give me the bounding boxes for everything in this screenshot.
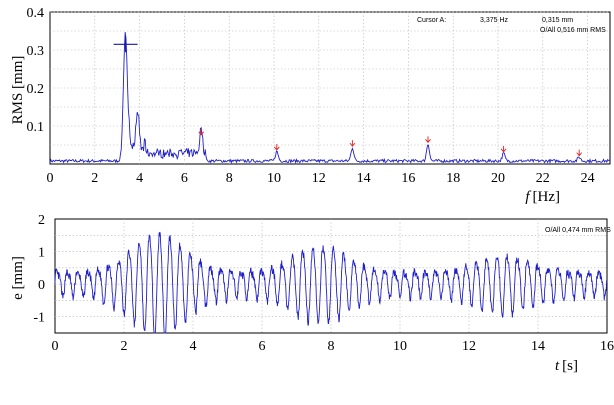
time-trace-group [54, 231, 608, 334]
spectrum-x-tick: 14 [357, 171, 371, 186]
cursor-freq: 3,375 Hz [480, 17, 509, 24]
harmonic-marker [349, 140, 356, 147]
time-y-ticks: -1 0 1 2 [33, 213, 45, 326]
time-x-tick: 6 [259, 339, 266, 354]
spectrum-grid [50, 11, 610, 164]
spectrum-y-tick: 0.3 [27, 44, 45, 59]
time-x-label: t [s] [555, 358, 578, 374]
spectrum-x-label: f [Hz] [525, 189, 560, 205]
spectrum-x-tick: 6 [181, 171, 188, 186]
spectrum-x-tick: 8 [226, 171, 233, 186]
harmonic-marker [576, 149, 583, 157]
cursor-a-marker [113, 36, 138, 53]
spectrum-x-tick: 20 [491, 171, 505, 186]
time-x-tick: 8 [328, 339, 335, 354]
spectrum-y-tick: 0.4 [27, 6, 45, 21]
time-x-tick: 14 [531, 339, 545, 354]
spectrum-y-tick: 0.1 [27, 120, 45, 135]
time-y-tick: 2 [38, 213, 45, 228]
time-x-tick: 16 [600, 339, 614, 354]
harmonic-marker [198, 128, 205, 136]
spectrum-chart: 0 2 4 6 8 10 12 14 16 18 20 22 24 0.10.20.30.4 Curso… [10, 6, 611, 205]
spectrum-x-tick: 4 [136, 171, 143, 186]
harmonic-markers [198, 128, 583, 157]
spectrum-x-label-unit: [Hz] [533, 189, 560, 205]
spectrum-x-label-var: f [525, 189, 531, 205]
time-x-tick: 4 [190, 339, 197, 354]
spectrum-y-tick: 0.2 [27, 82, 45, 97]
time-y-tick: -1 [33, 311, 45, 326]
time-y-label: e [mm] [10, 256, 26, 300]
harmonic-marker [273, 143, 280, 151]
time-x-ticks: 0 2 4 6 8 10 12 14 16 [52, 339, 614, 354]
time-x-tick: 0 [52, 339, 59, 354]
spectrum-x-tick: 18 [446, 171, 460, 186]
spectrum-x-tick: 12 [312, 171, 326, 186]
time-overall: O/All 0,474 mm RMS [545, 227, 611, 234]
time-y-tick: 1 [38, 246, 45, 261]
time-x-tick: 10 [393, 339, 407, 354]
spectrum-trace [49, 31, 611, 165]
time-x-tick: 12 [462, 339, 476, 354]
cursor-cross [113, 36, 138, 53]
spectrum-x-tick: 0 [47, 171, 54, 186]
cursor-value: 0,315 mm [542, 17, 573, 24]
spectrum-y-label: RMS [mm] [10, 56, 26, 125]
time-x-label-var: t [555, 358, 560, 374]
spectrum-y-ticks: 0.1 0.2 0.3 0.4 [27, 6, 45, 135]
spectrum-x-tick: 10 [267, 171, 281, 186]
spectrum-x-tick: 24 [581, 171, 595, 186]
time-x-tick: 2 [121, 339, 128, 354]
spectrum-x-tick: 22 [536, 171, 550, 186]
spectrum-x-tick: 16 [401, 171, 415, 186]
harmonic-marker [500, 145, 507, 153]
time-x-label-unit: [s] [562, 358, 578, 374]
spectrum-x-tick: 2 [91, 171, 98, 186]
harmonic-marker [425, 136, 431, 144]
time-y-tick: 0 [38, 278, 45, 293]
spectrum-overall: O/All 0,516 mm RMS [540, 27, 606, 34]
time-trace [54, 231, 608, 334]
cursor-label: Cursor A: [417, 17, 446, 24]
spectrum-trace-group [49, 31, 611, 165]
spectrum-x-ticks: 0 2 4 6 8 10 12 14 16 18 20 22 24 [47, 171, 595, 186]
